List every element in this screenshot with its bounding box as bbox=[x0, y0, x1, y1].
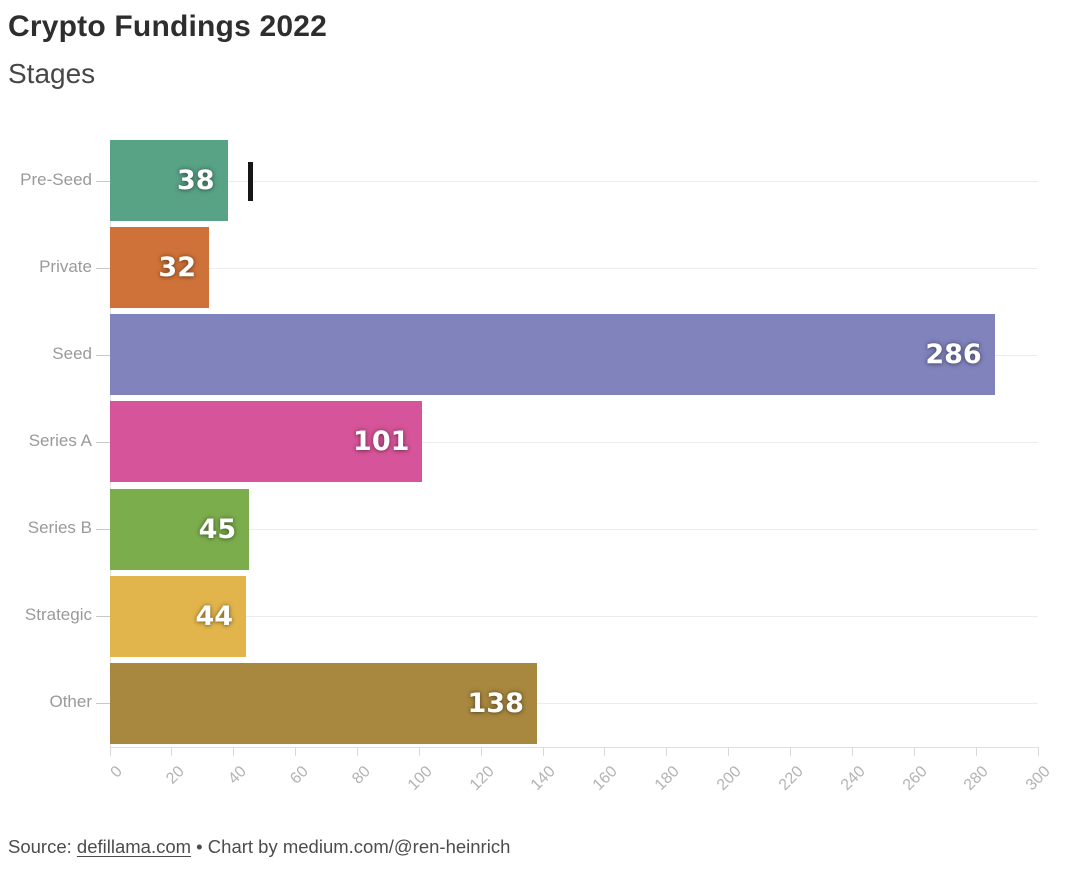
x-axis-tick-label: 0 bbox=[107, 763, 127, 782]
x-axis-tick-label: 220 bbox=[775, 763, 807, 794]
bar-pre-seed: 38 bbox=[110, 140, 228, 221]
category-label-seed: Seed bbox=[52, 343, 92, 363]
x-axis-tick bbox=[295, 747, 297, 756]
category-gridline bbox=[110, 267, 1038, 269]
category-tick bbox=[96, 616, 110, 618]
bar-value-label: 101 bbox=[353, 426, 410, 458]
bar-private: 32 bbox=[110, 227, 209, 309]
category-gridline bbox=[110, 703, 1038, 705]
category-label-private: Private bbox=[39, 256, 92, 276]
category-gridline bbox=[110, 180, 1038, 182]
bar-series-a: 101 bbox=[110, 401, 423, 483]
bar-value-label: 32 bbox=[158, 252, 196, 284]
category-label-other: Other bbox=[49, 692, 92, 712]
x-axis-tick-label: 180 bbox=[651, 763, 683, 794]
category-gridline bbox=[110, 616, 1038, 618]
x-axis-tick bbox=[356, 747, 358, 756]
category-label-strategic: Strategic bbox=[24, 605, 92, 625]
x-axis-tick bbox=[233, 747, 235, 756]
category-tick bbox=[96, 180, 110, 182]
x-axis-tick-label: 80 bbox=[348, 763, 374, 788]
x-axis-tick-label: 200 bbox=[713, 763, 745, 794]
x-axis-tick bbox=[604, 747, 606, 756]
bar-strategic: 44 bbox=[110, 575, 247, 657]
x-axis-line bbox=[110, 747, 1038, 748]
category-tick bbox=[96, 703, 110, 705]
category-label-pre-seed: Pre-Seed bbox=[20, 169, 92, 189]
chart-title: Crypto Fundings 2022 bbox=[8, 10, 328, 43]
bar-value-label: 286 bbox=[925, 339, 982, 371]
x-axis-tick bbox=[975, 747, 977, 756]
x-axis-tick bbox=[851, 747, 853, 756]
bar-other: 138 bbox=[110, 662, 537, 744]
x-axis-tick bbox=[418, 747, 420, 756]
x-axis-tick-label: 120 bbox=[466, 763, 498, 794]
x-axis-tick-label: 100 bbox=[404, 763, 436, 794]
bar-value-label: 45 bbox=[198, 513, 237, 545]
x-axis-tick-label: 240 bbox=[837, 763, 869, 794]
category-tick bbox=[96, 441, 110, 443]
source-prefix: Source: bbox=[8, 836, 77, 857]
category-label-series-b: Series B bbox=[27, 518, 92, 538]
x-axis-tick-label: 20 bbox=[163, 763, 188, 788]
x-axis-tick bbox=[109, 747, 111, 756]
bar-seed: 286 bbox=[110, 314, 995, 396]
category-tick bbox=[96, 267, 110, 269]
x-axis-tick bbox=[666, 747, 668, 756]
bar-value-label: 138 bbox=[467, 687, 524, 719]
chart-footer: Source: defillama.com • Chart by medium.… bbox=[8, 836, 510, 858]
bar-value-label: 38 bbox=[176, 165, 215, 196]
x-axis-tick bbox=[171, 747, 173, 756]
x-axis-tick bbox=[913, 747, 915, 756]
x-axis-tick-label: 40 bbox=[225, 763, 250, 788]
category-gridline bbox=[110, 529, 1038, 531]
x-axis-tick-label: 300 bbox=[1023, 763, 1055, 794]
category-tick bbox=[96, 529, 110, 531]
x-axis-tick bbox=[480, 747, 482, 756]
x-axis-tick bbox=[542, 747, 544, 756]
bar-value-label: 44 bbox=[195, 600, 234, 632]
bar-series-b: 45 bbox=[110, 488, 250, 570]
x-axis-tick bbox=[1037, 747, 1039, 756]
category-label-series-a: Series A bbox=[28, 430, 92, 450]
x-axis-tick bbox=[790, 747, 792, 756]
chart-subtitle: Stages bbox=[8, 58, 96, 89]
x-axis-tick-label: 140 bbox=[528, 763, 560, 794]
category-gridline bbox=[110, 441, 1038, 443]
x-axis-tick bbox=[728, 747, 730, 756]
x-axis-tick-label: 160 bbox=[590, 763, 621, 794]
chart-credit: • Chart by medium.com/@ren-heinrich bbox=[191, 836, 511, 857]
category-tick bbox=[96, 354, 110, 356]
x-axis-tick-label: 260 bbox=[899, 763, 931, 794]
text-cursor-artifact bbox=[248, 162, 253, 201]
source-link[interactable]: defillama.com bbox=[76, 836, 192, 857]
x-axis-tick-label: 60 bbox=[287, 763, 312, 788]
x-axis-tick-label: 280 bbox=[961, 763, 993, 794]
